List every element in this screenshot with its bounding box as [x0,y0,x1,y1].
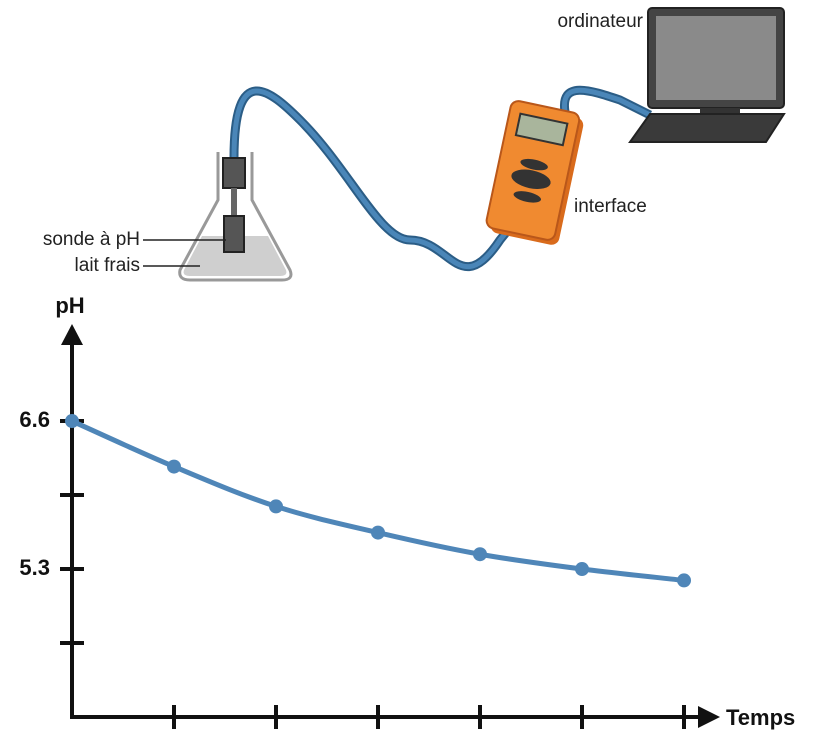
probe-rod [231,188,237,218]
milk-label: lait frais [75,255,140,276]
point [575,562,589,577]
y-tick-label: 6.6 [19,407,50,432]
screen [656,16,776,100]
x-arrow [698,706,720,728]
flask [178,152,293,282]
point [167,459,181,474]
interface-device [485,100,584,245]
x-axis-label: Temps [726,705,795,730]
point [677,573,691,588]
line [70,418,685,583]
point [473,547,487,562]
cable [562,87,652,118]
computer-label: ordinateur [557,11,643,32]
probe-tip [223,215,245,253]
stand [700,108,740,114]
point [65,414,79,429]
probe-label: sonde à pH [43,229,140,250]
point [269,499,283,514]
y-arrow [61,324,83,345]
interface-label: interface [574,196,647,217]
y-tick-label: 5.3 [19,555,50,580]
point [371,525,385,540]
cable [231,88,510,270]
y-axis-label: pH [55,293,84,318]
keyboard [628,113,786,143]
probe-head [222,157,246,189]
milk [183,236,287,276]
